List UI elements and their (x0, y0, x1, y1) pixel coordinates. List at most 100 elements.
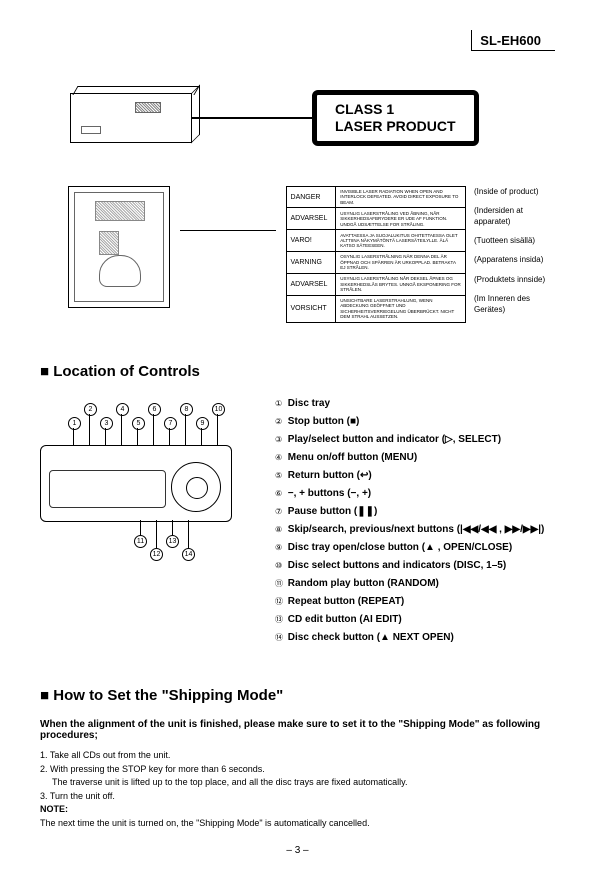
callout-14: 14 (182, 548, 195, 561)
warning-label: VARO! (286, 230, 336, 252)
warning-connector-line (180, 230, 275, 232)
warning-desc: OSYNLIG LASERSTRÅLNING NÄR DENNA DEL ÄR … (336, 252, 466, 274)
note-label: NOTE: (40, 803, 555, 817)
control-number: ⑪ (275, 577, 285, 591)
class1-line1: CLASS 1 (335, 101, 456, 118)
warning-section: DANGERINVISIBLE LASER RADIATION WHEN OPE… (68, 186, 555, 324)
warning-desc: USYNLIG LASERSTRÅLING NÅR DEKSEL ÅPNES O… (336, 273, 466, 295)
control-number: ⑧ (275, 523, 285, 537)
control-text: Stop button (■) (288, 416, 360, 427)
player-body (40, 445, 232, 522)
callout-line (172, 520, 173, 535)
control-text: Repeat button (REPEAT) (288, 596, 404, 607)
translation-item: (Im Inneren des Gerätes) (474, 293, 555, 315)
control-item: ① Disc tray (275, 395, 544, 412)
procedure-step: 2. With pressing the STOP key for more t… (40, 763, 555, 777)
warning-table: DANGERINVISIBLE LASER RADIATION WHEN OPE… (286, 186, 466, 324)
player-dial (171, 462, 221, 512)
control-text: Return button (↩) (288, 470, 372, 481)
warning-label: VARNING (286, 252, 336, 274)
device-outline-diagram (70, 93, 192, 143)
control-number: ③ (275, 433, 285, 447)
control-number: ① (275, 397, 285, 411)
callout-9: 9 (196, 417, 209, 430)
model-number: SL-EH600 (471, 30, 555, 51)
control-number: ⑦ (275, 505, 285, 519)
warning-row: VARO!AVATTAESSA JA SUOJALUKITUS OHITETTA… (286, 230, 465, 252)
translation-list: (Inside of product) (Indersiden at appar… (474, 186, 555, 324)
warning-row: DANGERINVISIBLE LASER RADIATION WHEN OPE… (286, 186, 465, 208)
control-item: ⑦ Pause button (❚❚) (275, 503, 544, 520)
warning-row: VARNINGOSYNLIG LASERSTRÅLNING NÄR DENNA … (286, 252, 465, 274)
warning-row: ADVARSELUSYNLIG LASERSTRÅLING NÅR DEKSEL… (286, 273, 465, 295)
control-number: ⑬ (275, 613, 285, 627)
control-item: ④ Menu on/off button (MENU) (275, 449, 544, 466)
internal-device-diagram (68, 186, 170, 308)
callout-11: 11 (134, 535, 147, 548)
procedure: 1. Take all CDs out from the unit. 2. Wi… (40, 749, 555, 830)
control-text: Disc tray (288, 398, 330, 409)
warning-label: ADVARSEL (286, 208, 336, 230)
page-number: – 3 – (40, 845, 555, 856)
control-item: ⑭ Disc check button (▲ NEXT OPEN) (275, 629, 544, 646)
control-item: ⑪ Random play button (RANDOM) (275, 575, 544, 592)
callout-4: 4 (116, 403, 129, 416)
control-item: ③ Play/select button and indicator (▷, S… (275, 431, 544, 448)
callout-8: 8 (180, 403, 193, 416)
control-item: ⑥ −, + buttons (−, +) (275, 485, 544, 502)
control-number: ⑭ (275, 631, 285, 645)
control-number: ② (275, 415, 285, 429)
callout-6: 6 (148, 403, 161, 416)
control-item: ⑧ Skip/search, previous/next buttons (|◀… (275, 521, 544, 538)
procedure-substep: The traverse unit is lifted up to the to… (52, 776, 555, 790)
controls-section: 1 2 3 4 5 6 7 8 9 10 11 (40, 395, 555, 647)
callout-line (140, 520, 141, 535)
callout-12: 12 (150, 548, 163, 561)
warning-desc: AVATTAESSA JA SUOJALUKITUS OHITETTAESSA … (336, 230, 466, 252)
warning-row: VORSICHTUNSICHTBARE LASERSTRAHLUNG, WENN… (286, 295, 465, 322)
translation-item: (Produktets innside) (474, 274, 555, 285)
warning-label: ADVARSEL (286, 273, 336, 295)
controls-list: ① Disc tray ② Stop button (■) ③ Play/sel… (275, 395, 544, 647)
player-tray (49, 470, 166, 508)
heading-location-controls: Location of Controls (40, 363, 555, 380)
class1-laser-label: CLASS 1 LASER PRODUCT (312, 90, 479, 146)
callout-3: 3 (100, 417, 113, 430)
shipping-intro: When the alignment of the unit is finish… (40, 719, 555, 741)
control-item: ⑫ Repeat button (REPEAT) (275, 593, 544, 610)
player-diagram: 1 2 3 4 5 6 7 8 9 10 11 (40, 395, 250, 647)
control-item: ⑬ CD edit button (AI EDIT) (275, 611, 544, 628)
control-text: −, + buttons (−, +) (288, 488, 371, 499)
control-number: ⑤ (275, 469, 285, 483)
control-text: Disc tray open/close button (▲ , OPEN/CL… (288, 542, 512, 553)
class1-section: CLASS 1 LASER PRODUCT (70, 90, 555, 146)
control-number: ⑫ (275, 595, 285, 609)
translation-item: (Indersiden at apparatet) (474, 205, 555, 227)
warning-desc: USYNLIG LASERSTRÅLING VED ÅBNING, NÅR SI… (336, 208, 466, 230)
callout-7: 7 (164, 417, 177, 430)
heading-shipping-mode: How to Set the "Shipping Mode" (40, 687, 555, 704)
procedure-step: 1. Take all CDs out from the unit. (40, 749, 555, 763)
control-item: ⑨ Disc tray open/close button (▲ , OPEN/… (275, 539, 544, 556)
warning-label: VORSICHT (286, 295, 336, 322)
note-text: The next time the unit is turned on, the… (40, 817, 555, 831)
callout-5: 5 (132, 417, 145, 430)
control-number: ⑨ (275, 541, 285, 555)
control-text: Random play button (RANDOM) (288, 578, 439, 589)
warning-label: DANGER (286, 186, 336, 208)
callout-10: 10 (212, 403, 225, 416)
control-text: Pause button (❚❚) (288, 506, 378, 517)
control-text: Skip/search, previous/next buttons (|◀◀/… (288, 524, 545, 535)
warning-row: ADVARSELUSYNLIG LASERSTRÅLING VED ÅBNING… (286, 208, 465, 230)
control-text: Play/select button and indicator (▷, SEL… (288, 434, 501, 445)
translation-item: (Inside of product) (474, 186, 555, 197)
control-item: ⑩ Disc select buttons and indicators (DI… (275, 557, 544, 574)
translation-item: (Tuotteen sisällä) (474, 235, 555, 246)
callout-line (188, 520, 189, 548)
control-number: ⑥ (275, 487, 285, 501)
callout-1: 1 (68, 417, 81, 430)
control-text: Disc select buttons and indicators (DISC… (288, 560, 506, 571)
control-text: CD edit button (AI EDIT) (288, 614, 402, 625)
control-number: ④ (275, 451, 285, 465)
control-text: Disc check button (▲ NEXT OPEN) (288, 632, 454, 643)
